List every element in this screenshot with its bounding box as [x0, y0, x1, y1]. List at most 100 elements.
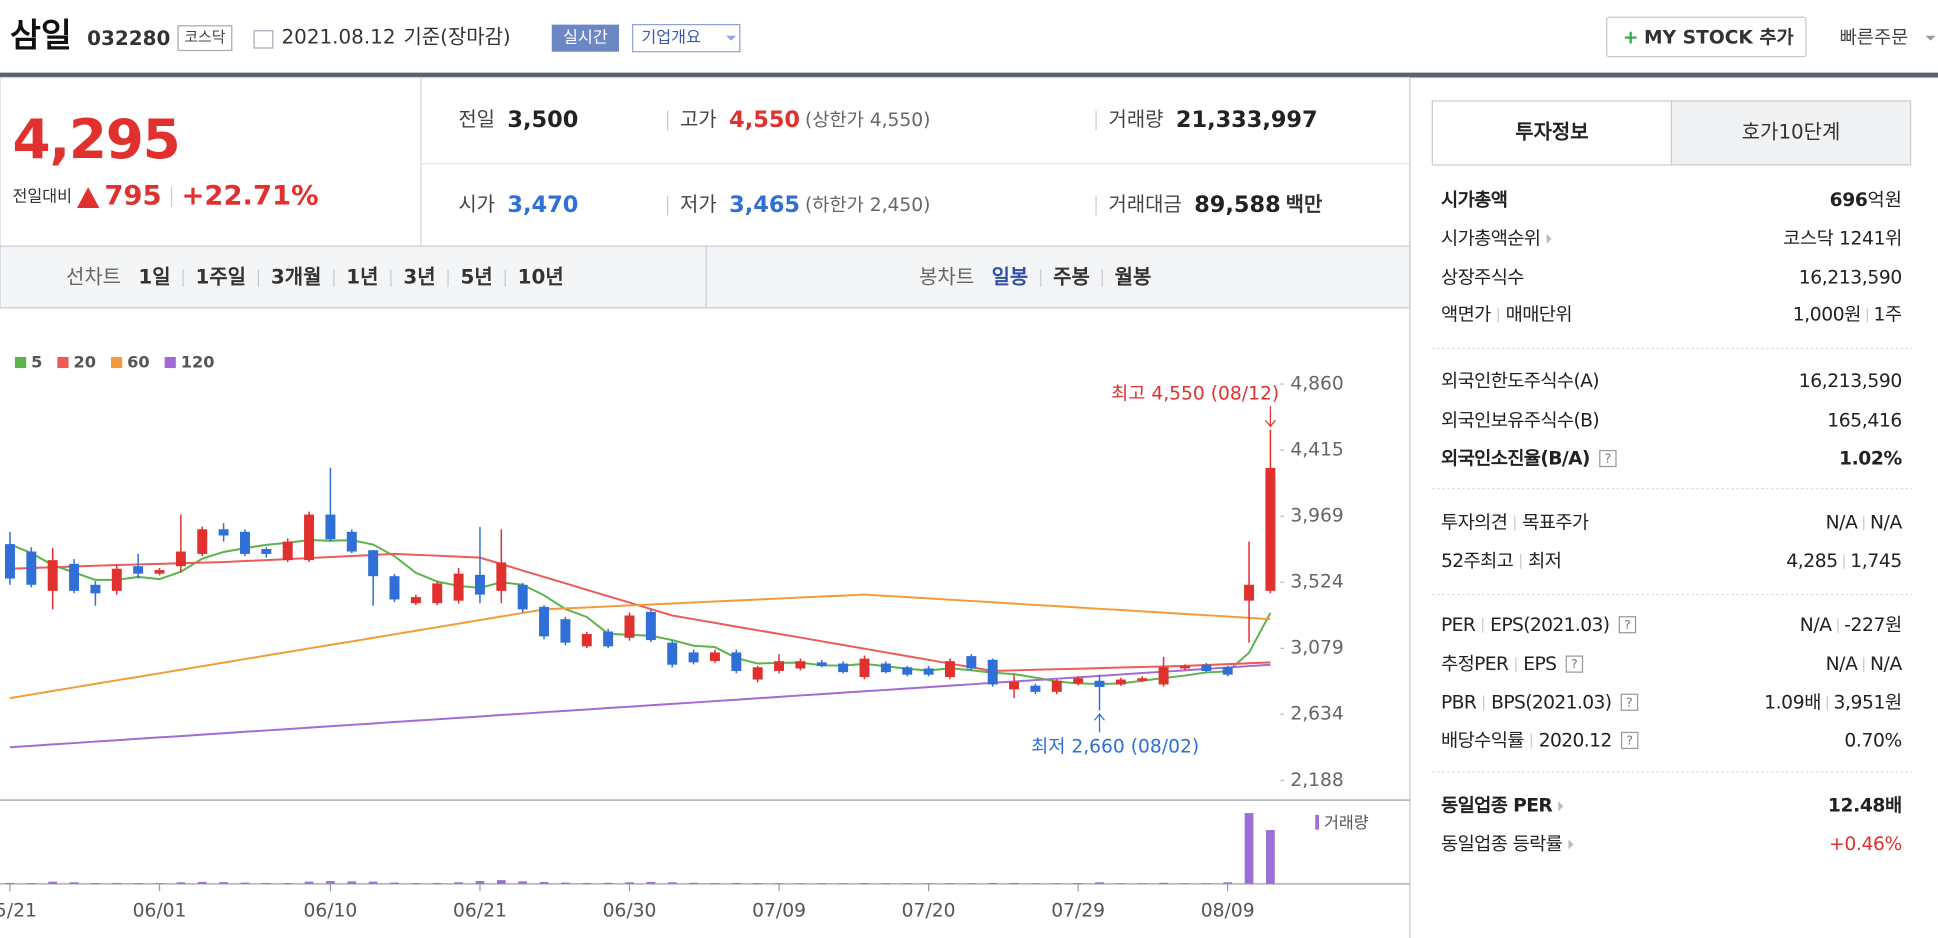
tab[interactable] — [1670, 100, 1912, 166]
period-tab[interactable]: 3년 — [403, 266, 435, 289]
info-label: PER — [1441, 615, 1476, 636]
legend-label: 5 — [31, 353, 42, 372]
candle-body — [410, 597, 421, 604]
quick-order[interactable]: 빠른주문 — [1840, 28, 1909, 49]
volume-label: 거래량 — [1324, 813, 1369, 832]
help-icon[interactable] — [1620, 693, 1639, 711]
candle-body — [688, 652, 699, 663]
realtime-label[interactable]: 실시간 — [563, 28, 608, 47]
period-tab[interactable]: 1년 — [346, 266, 378, 289]
volume-bar — [689, 882, 698, 884]
help-icon[interactable] — [1618, 616, 1637, 634]
volume-bar — [582, 882, 592, 884]
volume-legend — [1315, 814, 1319, 830]
period-tab[interactable]: 5년 — [461, 266, 493, 289]
tab-label[interactable]: 투자정보 — [1515, 121, 1588, 144]
arrow-icon — [1546, 233, 1552, 244]
tab-label: 봉차트 — [919, 266, 974, 289]
volume-bar — [1180, 883, 1190, 884]
volume-bar — [924, 883, 933, 884]
candle-body — [47, 560, 58, 591]
volume-bar — [902, 883, 912, 884]
my-stock-button[interactable] — [1606, 16, 1807, 58]
period-tab[interactable]: 3개월 — [271, 266, 321, 289]
period-tab[interactable]: 1주일 — [196, 266, 246, 289]
candle-body — [1265, 467, 1276, 591]
volume-bar — [603, 882, 613, 884]
volume-bar — [881, 883, 891, 884]
volume-bar — [1009, 882, 1019, 884]
candle-body — [859, 658, 870, 678]
info-value: N/A — [1800, 615, 1833, 636]
current-price: 4,295 — [12, 107, 179, 171]
period-tab[interactable]: 월봉 — [1115, 266, 1152, 289]
quote-value: 21,333,997 — [1176, 107, 1318, 133]
volume-bar — [155, 883, 164, 884]
info-value: N/A — [1870, 654, 1903, 675]
volume-bar — [710, 883, 720, 884]
candle-body — [667, 642, 678, 665]
arrow — [1264, 406, 1276, 428]
tab-label[interactable]: 호가10단계 — [1742, 121, 1841, 144]
candle-body — [346, 531, 357, 552]
volume-bar — [326, 881, 335, 884]
period-tab[interactable]: 10년 — [518, 266, 564, 289]
volume-bar — [133, 883, 143, 884]
help-icon[interactable] — [1599, 449, 1617, 468]
candle-body — [709, 652, 720, 662]
candle-body — [1244, 584, 1255, 601]
dropdown-icon — [726, 35, 737, 41]
info-value: N/A — [1826, 654, 1859, 675]
info-label: 시가총액순위 — [1441, 228, 1540, 249]
my-stock-label[interactable]: MY STOCK 추가 — [1644, 28, 1794, 49]
help-icon[interactable] — [1565, 655, 1584, 673]
volume-bar — [219, 882, 228, 884]
candle-body — [389, 576, 400, 600]
up-triangle — [76, 187, 100, 209]
company-button[interactable] — [632, 24, 741, 53]
volume-bar — [625, 882, 634, 884]
candle-body — [581, 634, 592, 647]
volume-bar — [496, 880, 506, 884]
info-label: 외국인소진율(B/A) — [1441, 449, 1590, 470]
candle-body — [1009, 681, 1020, 690]
date: 2021.08.12 — [281, 26, 395, 49]
tab-active[interactable] — [1431, 100, 1673, 166]
candle-body — [111, 568, 122, 591]
x-tick-label: 06/10 — [304, 900, 358, 921]
candle-body — [539, 606, 550, 637]
company-label[interactable]: 기업개요 — [641, 28, 701, 47]
y-tick-label: 4,860 — [1290, 374, 1343, 395]
info-label: 추정PER — [1441, 654, 1509, 675]
candle-body — [26, 551, 37, 585]
change-rate: +22.71% — [181, 181, 318, 212]
info-label: EPS(2021.03) — [1490, 615, 1609, 636]
y-tick-label: 3,079 — [1290, 638, 1343, 659]
volume-bar — [561, 882, 570, 884]
period-tab[interactable]: 일봉 — [992, 266, 1029, 289]
candle-body — [560, 619, 571, 643]
period-tab[interactable]: 1일 — [138, 266, 170, 289]
volume-bar — [1095, 882, 1104, 884]
volume-bar — [1244, 813, 1254, 884]
info-value: 16,213,590 — [1799, 268, 1902, 289]
volume-bar — [390, 882, 399, 884]
stock-code: 032280 — [87, 27, 170, 50]
realtime-badge[interactable] — [551, 24, 620, 52]
x-tick-label: 07/29 — [1051, 900, 1105, 921]
calendar-icon — [253, 30, 274, 49]
volume-bar — [240, 882, 250, 884]
candle-body — [474, 574, 485, 595]
info-label: PBR — [1441, 692, 1477, 713]
volume-bar — [1073, 883, 1083, 884]
candle-body — [944, 661, 955, 678]
info-label: 매매단위 — [1506, 305, 1572, 326]
volume-bar — [731, 882, 741, 884]
candle-body — [1158, 667, 1169, 685]
info-label: 동일업종 PER — [1441, 795, 1552, 817]
help-icon[interactable] — [1620, 731, 1639, 750]
plus-icon: + — [1623, 28, 1639, 49]
period-tab[interactable]: 주봉 — [1053, 266, 1090, 289]
quote-value: 89,588 — [1194, 192, 1280, 218]
arrow-icon — [1558, 801, 1564, 812]
